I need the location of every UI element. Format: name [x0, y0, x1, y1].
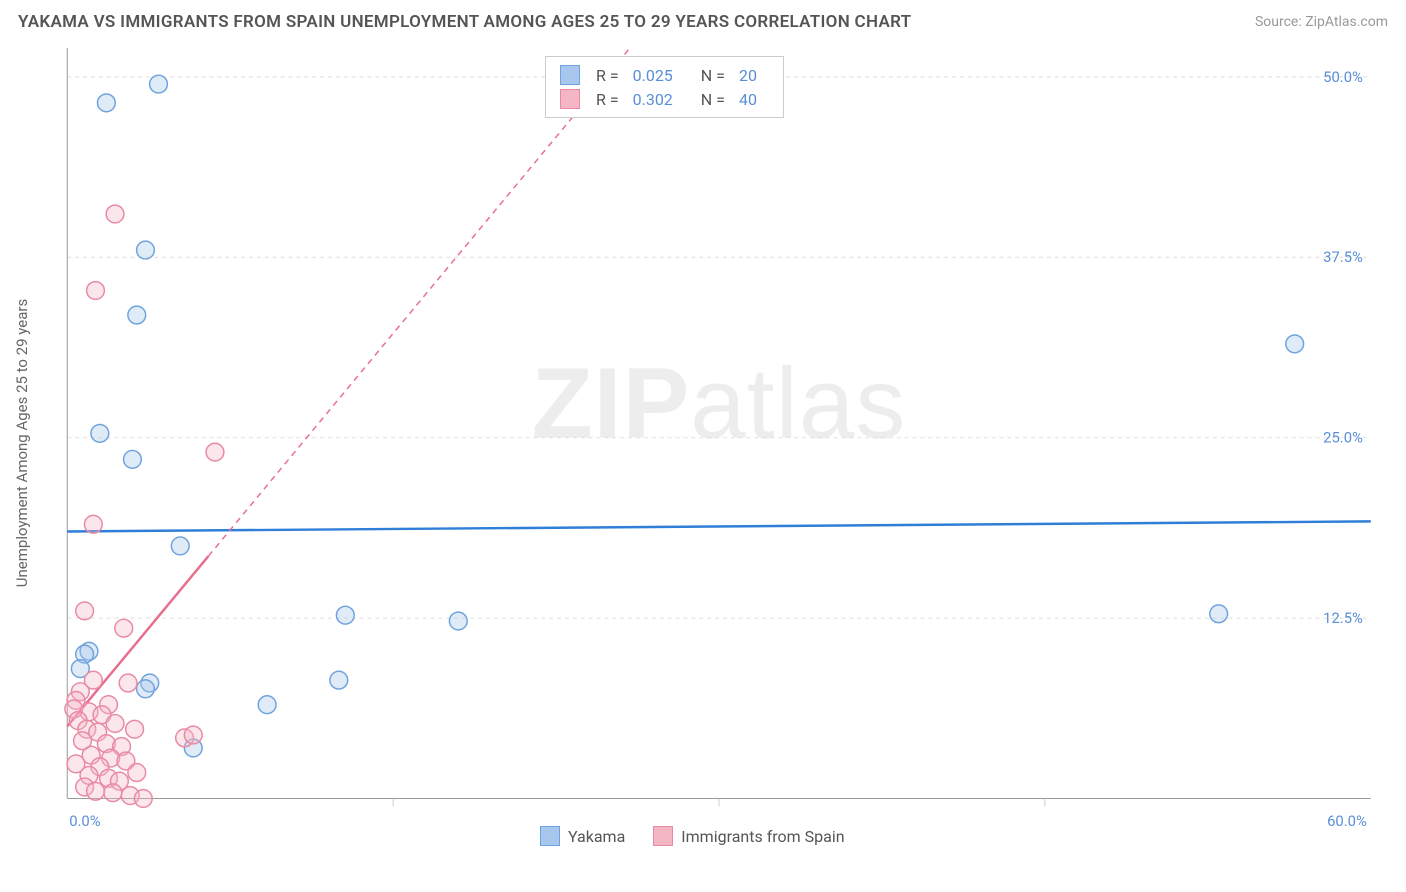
r-label: R =	[596, 90, 619, 109]
legend-item-yakama: Yakama	[540, 826, 625, 846]
legend-stats: R = 0.025 N = 20 R = 0.302 N = 40	[545, 56, 784, 118]
svg-text:60.0%: 60.0%	[1327, 812, 1367, 830]
legend-item-spain: Immigrants from Spain	[653, 826, 844, 846]
r-value-spain: 0.302	[633, 90, 673, 109]
source-attribution: Source: ZipAtlas.com	[1255, 14, 1388, 30]
n-value-spain: 40	[739, 90, 757, 109]
svg-text:12.5%: 12.5%	[1323, 609, 1363, 627]
chart-title: YAKAMA VS IMMIGRANTS FROM SPAIN UNEMPLOY…	[18, 12, 911, 32]
legend-series: Yakama Immigrants from Spain	[540, 826, 845, 846]
r-label: R =	[596, 66, 619, 85]
legend-label-yakama: Yakama	[568, 827, 625, 846]
legend-stats-row-yakama: R = 0.025 N = 20	[560, 63, 769, 87]
legend-label-spain: Immigrants from Spain	[681, 827, 844, 846]
n-label: N =	[701, 66, 725, 85]
legend-swatch-spain	[653, 826, 673, 846]
n-value-yakama: 20	[739, 66, 757, 85]
svg-text:50.0%: 50.0%	[1323, 68, 1363, 86]
n-label: N =	[701, 90, 725, 109]
y-axis-label: Unemployment Among Ages 25 to 29 years	[13, 299, 31, 587]
svg-text:37.5%: 37.5%	[1323, 248, 1363, 266]
chart-area: Unemployment Among Ages 25 to 29 years Z…	[50, 48, 1388, 838]
header: YAKAMA VS IMMIGRANTS FROM SPAIN UNEMPLOY…	[0, 0, 1406, 40]
scatter-plot: 12.5% 25.0% 37.5% 50.0% 0.0% 60.0%	[50, 48, 1388, 838]
legend-swatch-yakama	[560, 65, 580, 85]
legend-swatch-spain	[560, 89, 580, 109]
legend-swatch-yakama	[540, 826, 560, 846]
svg-text:0.0%: 0.0%	[69, 812, 101, 830]
r-value-yakama: 0.025	[633, 66, 673, 85]
legend-stats-row-spain: R = 0.302 N = 40	[560, 87, 769, 111]
svg-text:25.0%: 25.0%	[1323, 429, 1363, 447]
